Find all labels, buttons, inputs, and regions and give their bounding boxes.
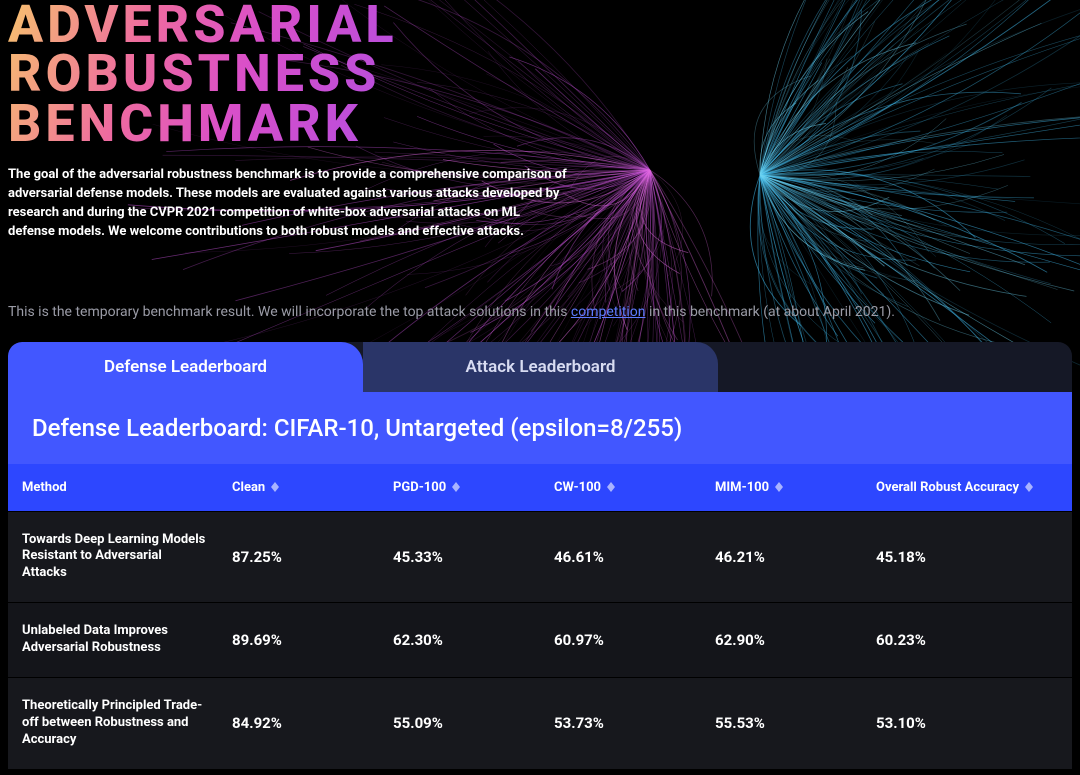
leaderboard-tabs: Defense Leaderboard Attack Leaderboard — [8, 342, 1072, 392]
cell-overall: 60.23% — [862, 603, 1072, 678]
tab-defense-leaderboard[interactable]: Defense Leaderboard — [8, 342, 363, 392]
panel-title: Defense Leaderboard: CIFAR-10, Untargete… — [8, 392, 1072, 464]
cell-cw: 46.61% — [540, 511, 701, 603]
cell-overall: 45.18% — [862, 511, 1072, 603]
cell-cw: 60.97% — [540, 603, 701, 678]
col-pgd[interactable]: PGD-100 — [379, 464, 540, 512]
note-pre: This is the temporary benchmark result. … — [8, 304, 571, 320]
cell-mim: 46.21% — [701, 511, 862, 603]
note-post: in this benchmark (at about April 2021). — [645, 304, 894, 320]
cell-method[interactable]: Theoretically Principled Trade-off betwe… — [8, 678, 218, 769]
sort-icon — [607, 482, 615, 492]
cell-pgd: 45.33% — [379, 511, 540, 603]
col-clean[interactable]: Clean — [218, 464, 379, 512]
cell-cw: 53.73% — [540, 678, 701, 769]
cell-pgd: 62.30% — [379, 603, 540, 678]
table-body: Towards Deep Learning Models Resistant t… — [8, 511, 1072, 769]
table-header-row: Method Clean PGD-100 CW-100 MIM-100 Over… — [8, 464, 1072, 512]
table-row: Theoretically Principled Trade-off betwe… — [8, 678, 1072, 769]
table-row: Towards Deep Learning Models Resistant t… — [8, 511, 1072, 603]
sort-icon — [775, 482, 783, 492]
cell-clean: 89.69% — [218, 603, 379, 678]
cell-method[interactable]: Unlabeled Data Improves Adversarial Robu… — [8, 603, 218, 678]
col-overall[interactable]: Overall Robust Accuracy — [862, 464, 1072, 512]
sort-icon — [271, 482, 279, 492]
cell-pgd: 55.09% — [379, 678, 540, 769]
table-row: Unlabeled Data Improves Adversarial Robu… — [8, 603, 1072, 678]
tab-attack-leaderboard[interactable]: Attack Leaderboard — [363, 342, 718, 392]
sort-icon — [452, 482, 460, 492]
col-cw[interactable]: CW-100 — [540, 464, 701, 512]
leaderboard-table: Method Clean PGD-100 CW-100 MIM-100 Over… — [8, 464, 1072, 769]
hero-description: The goal of the adversarial robustness b… — [8, 166, 568, 241]
cell-clean: 87.25% — [218, 511, 379, 603]
competition-link[interactable]: competition — [571, 304, 646, 320]
cell-overall: 53.10% — [862, 678, 1072, 769]
col-method[interactable]: Method — [8, 464, 218, 512]
hero-title-line3: BENCHMARK — [8, 93, 362, 154]
cell-mim: 62.90% — [701, 603, 862, 678]
cell-mim: 55.53% — [701, 678, 862, 769]
benchmark-note: This is the temporary benchmark result. … — [8, 304, 1080, 320]
cell-clean: 84.92% — [218, 678, 379, 769]
col-mim[interactable]: MIM-100 — [701, 464, 862, 512]
cell-method[interactable]: Towards Deep Learning Models Resistant t… — [8, 511, 218, 603]
hero-title: ADVERSARIAL ROBUSTNESS BENCHMARK — [0, 0, 398, 148]
sort-icon — [1025, 482, 1033, 492]
